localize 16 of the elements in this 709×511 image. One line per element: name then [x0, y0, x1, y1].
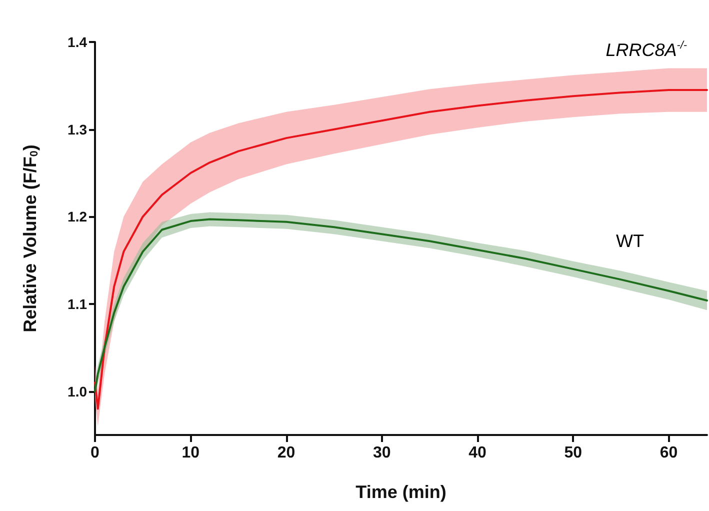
- y-tick-label: 1.3: [68, 121, 88, 138]
- y-tick-label: 1.0: [68, 383, 88, 400]
- series-label: WT: [616, 231, 644, 251]
- y-axis-title: Relative Volume (F/F0): [20, 144, 40, 332]
- x-axis-title: Time (min): [356, 482, 446, 502]
- x-tick-label: 10: [182, 444, 200, 462]
- x-tick-label: 40: [468, 444, 486, 462]
- y-tick-label: 1.1: [68, 296, 88, 312]
- x-tick-label: 20: [277, 444, 296, 462]
- x-tick-label: 0: [90, 444, 100, 462]
- y-tick-label: 1.2: [68, 208, 88, 225]
- x-tick-label: 50: [564, 444, 582, 462]
- x-tick-label: 60: [660, 444, 678, 462]
- x-tick-label: 30: [372, 444, 391, 462]
- y-tick-label: 1.4: [68, 34, 88, 50]
- series-label: LRRC8A-/-: [606, 40, 688, 60]
